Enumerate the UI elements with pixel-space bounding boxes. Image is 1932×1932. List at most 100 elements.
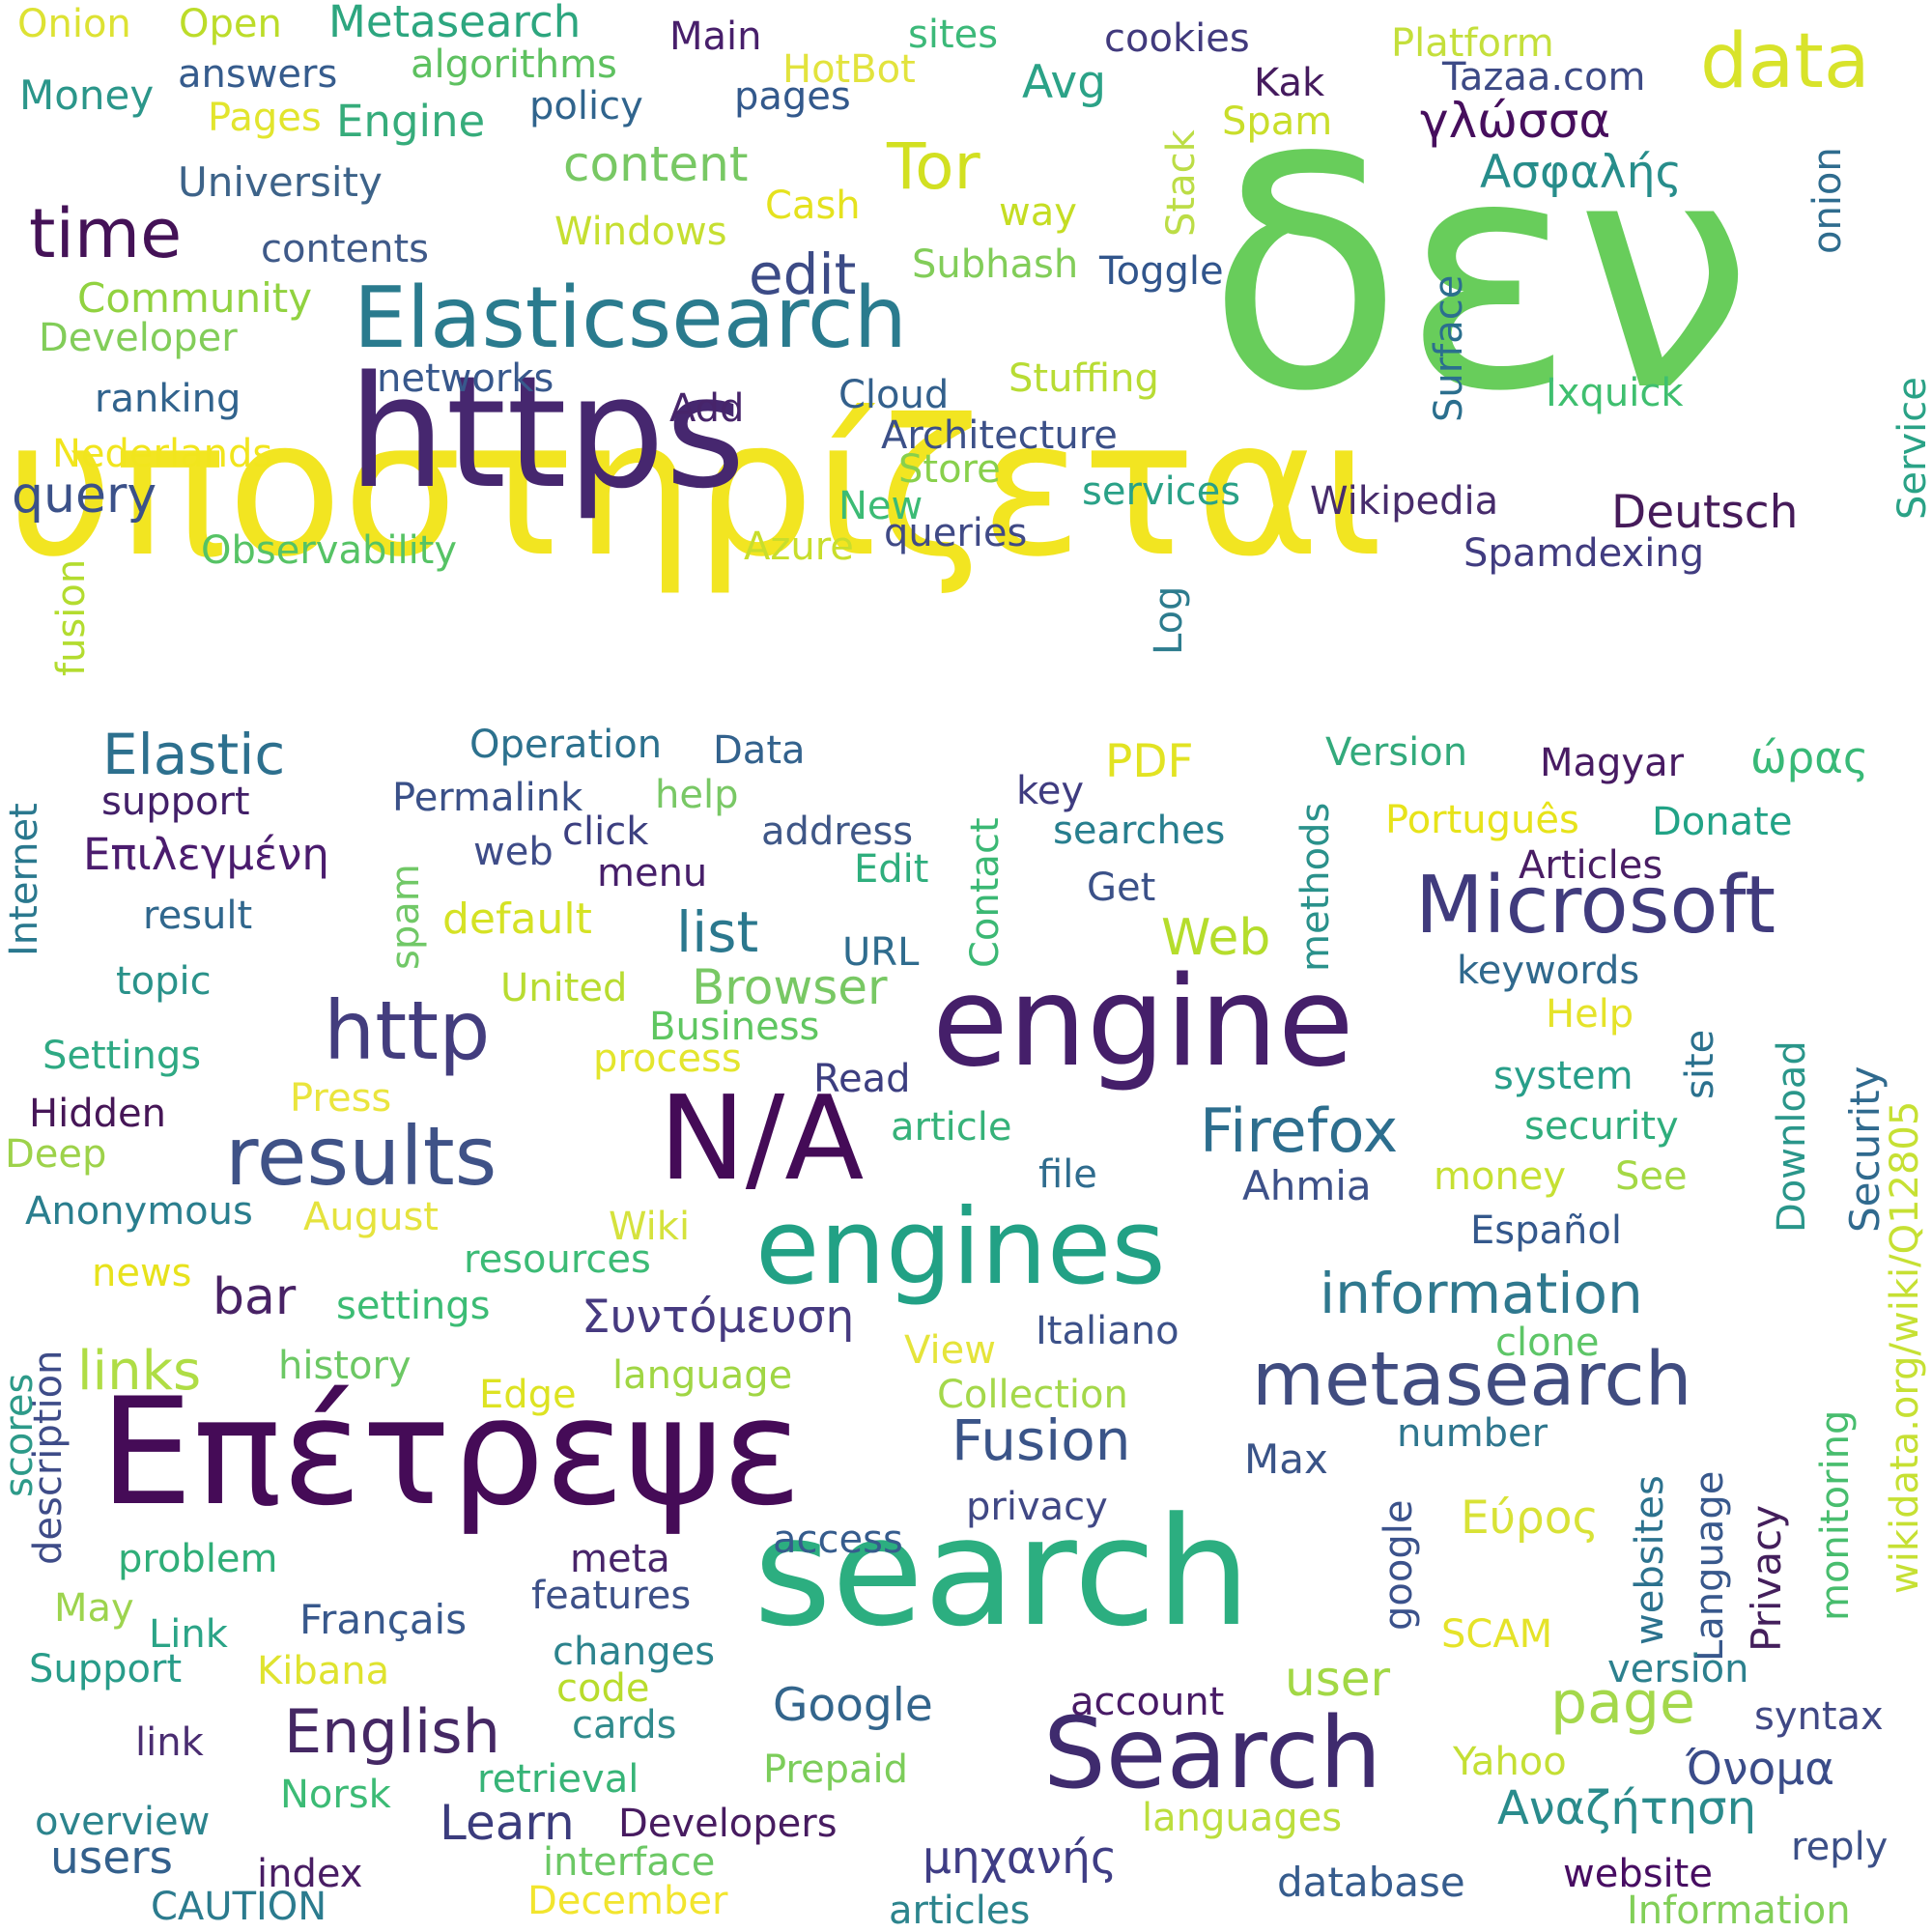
word-university: University — [178, 158, 383, 206]
word-web: web — [473, 830, 554, 874]
word-epilegmeni: Επιλεγμένη — [83, 829, 329, 880]
word-edit-title: Edit — [854, 847, 929, 892]
word-bar: bar — [213, 1268, 297, 1326]
word-meta: meta — [570, 1537, 670, 1581]
word-yahoo: Yahoo — [1453, 1740, 1567, 1784]
word-address: address — [761, 810, 914, 854]
word-download: Download — [1770, 1040, 1814, 1233]
word-elasticsearch: Elasticsearch — [354, 269, 907, 367]
word-process: process — [593, 1037, 742, 1081]
word-operation: Operation — [469, 723, 663, 767]
word-content: content — [563, 136, 749, 192]
word-ahmia: Ahmia — [1242, 1162, 1372, 1209]
word-link: link — [135, 1720, 204, 1765]
word-surface: Surface — [1427, 274, 1471, 422]
word-articles: articles — [889, 1889, 1031, 1932]
word-changes: changes — [553, 1630, 716, 1674]
word-link-title: Link — [149, 1612, 228, 1657]
word-observability: Observability — [201, 528, 458, 573]
word-italiano: Italiano — [1036, 1309, 1179, 1353]
word-syntax: syntax — [1754, 1694, 1884, 1739]
word-click: click — [562, 810, 649, 854]
word-browser: Browser — [692, 959, 888, 1015]
word-portugues: Português — [1385, 798, 1579, 842]
word-store: Store — [898, 447, 1001, 492]
word-help-title: Help — [1546, 992, 1634, 1037]
word-stuffing: Stuffing — [1009, 356, 1159, 401]
word-methods: methods — [1293, 802, 1338, 972]
word-engines: engines — [755, 1187, 1166, 1308]
word-norsk: Norsk — [280, 1773, 391, 1817]
word-permalink: Permalink — [392, 776, 583, 820]
word-engine: engine — [932, 951, 1354, 1094]
word-security-title: Security — [1841, 1065, 1889, 1233]
word-settings: settings — [336, 1284, 491, 1328]
word-key: key — [1016, 769, 1085, 813]
word-retrieval: retrieval — [477, 1757, 639, 1802]
word-pages-title: Pages — [208, 96, 322, 140]
word-max: Max — [1244, 1435, 1328, 1483]
word-pdf: PDF — [1105, 735, 1194, 788]
word-overview: overview — [35, 1800, 211, 1844]
word-fusion: fusion — [49, 558, 94, 676]
word-subhash: Subhash — [912, 242, 1079, 287]
word-number: number — [1397, 1411, 1548, 1456]
word-google: google — [1377, 1499, 1421, 1631]
word-glossa: γλώσσα — [1420, 93, 1611, 149]
word-search-large: search — [753, 1485, 1251, 1660]
word-azure: Azure — [744, 525, 854, 569]
word-database: database — [1277, 1859, 1465, 1906]
word-information-title: Information — [1627, 1889, 1851, 1932]
word-onion-title: Onion — [17, 2, 131, 46]
word-edit: edit — [749, 242, 857, 307]
word-metasearch-title: Metasearch — [328, 0, 582, 47]
word-new: New — [838, 484, 923, 528]
word-deep: Deep — [5, 1132, 107, 1177]
word-articles-title: Articles — [1519, 843, 1663, 888]
word-prepaid: Prepaid — [763, 1747, 908, 1792]
word-way: way — [999, 190, 1077, 235]
word-tor: Tor — [887, 129, 980, 204]
word-donate: Donate — [1652, 800, 1793, 844]
word-metasearch: metasearch — [1252, 1337, 1692, 1423]
word-cloud: Cloud — [838, 373, 950, 417]
word-features: features — [531, 1574, 692, 1618]
word-account: account — [1070, 1680, 1225, 1724]
word-english: English — [284, 1696, 500, 1767]
word-news: news — [92, 1251, 192, 1295]
word-spamdexing: Spamdexing — [1463, 531, 1705, 576]
word-francais: Français — [299, 1596, 468, 1643]
word-edge: Edge — [479, 1373, 577, 1417]
word-deutsch: Deutsch — [1611, 486, 1799, 539]
word-service: Service — [1890, 377, 1932, 520]
word-community: Community — [77, 274, 313, 322]
word-topic: topic — [116, 959, 212, 1004]
word-result: result — [143, 894, 253, 938]
word-time: time — [29, 194, 183, 273]
word-epetrepse: Επέτρεψε — [99, 1367, 803, 1539]
word-kak: Kak — [1254, 61, 1325, 105]
word-ixquick: Ixquick — [1546, 371, 1684, 415]
word-firefox: Firefox — [1200, 1095, 1399, 1166]
word-nederlands: Nederlands — [52, 432, 273, 476]
word-url: URL — [842, 930, 920, 975]
word-kibana: Kibana — [257, 1649, 390, 1693]
word-wikipedia: Wikipedia — [1310, 479, 1499, 524]
word-https-large: https — [348, 342, 746, 523]
word-search-capital: Search — [1043, 1696, 1382, 1811]
word-languages: languages — [1142, 1796, 1343, 1840]
word-august: August — [303, 1195, 439, 1239]
word-oras: ώρας — [1750, 732, 1869, 783]
word-privacy: privacy — [966, 1485, 1108, 1529]
word-security: security — [1524, 1104, 1679, 1149]
word-caution: CAUTION — [151, 1885, 327, 1929]
word-services: services — [1082, 469, 1241, 514]
word-read: Read — [813, 1057, 911, 1101]
word-ypostirizetai: υποστηρίζεται — [5, 379, 1384, 598]
word-site: site — [1678, 1029, 1722, 1099]
word-evros: Εύρος — [1461, 1492, 1600, 1545]
word-query: query — [12, 467, 157, 525]
word-onoma: Όνομα — [1686, 1743, 1835, 1796]
word-elastic: Elastic — [102, 722, 286, 787]
